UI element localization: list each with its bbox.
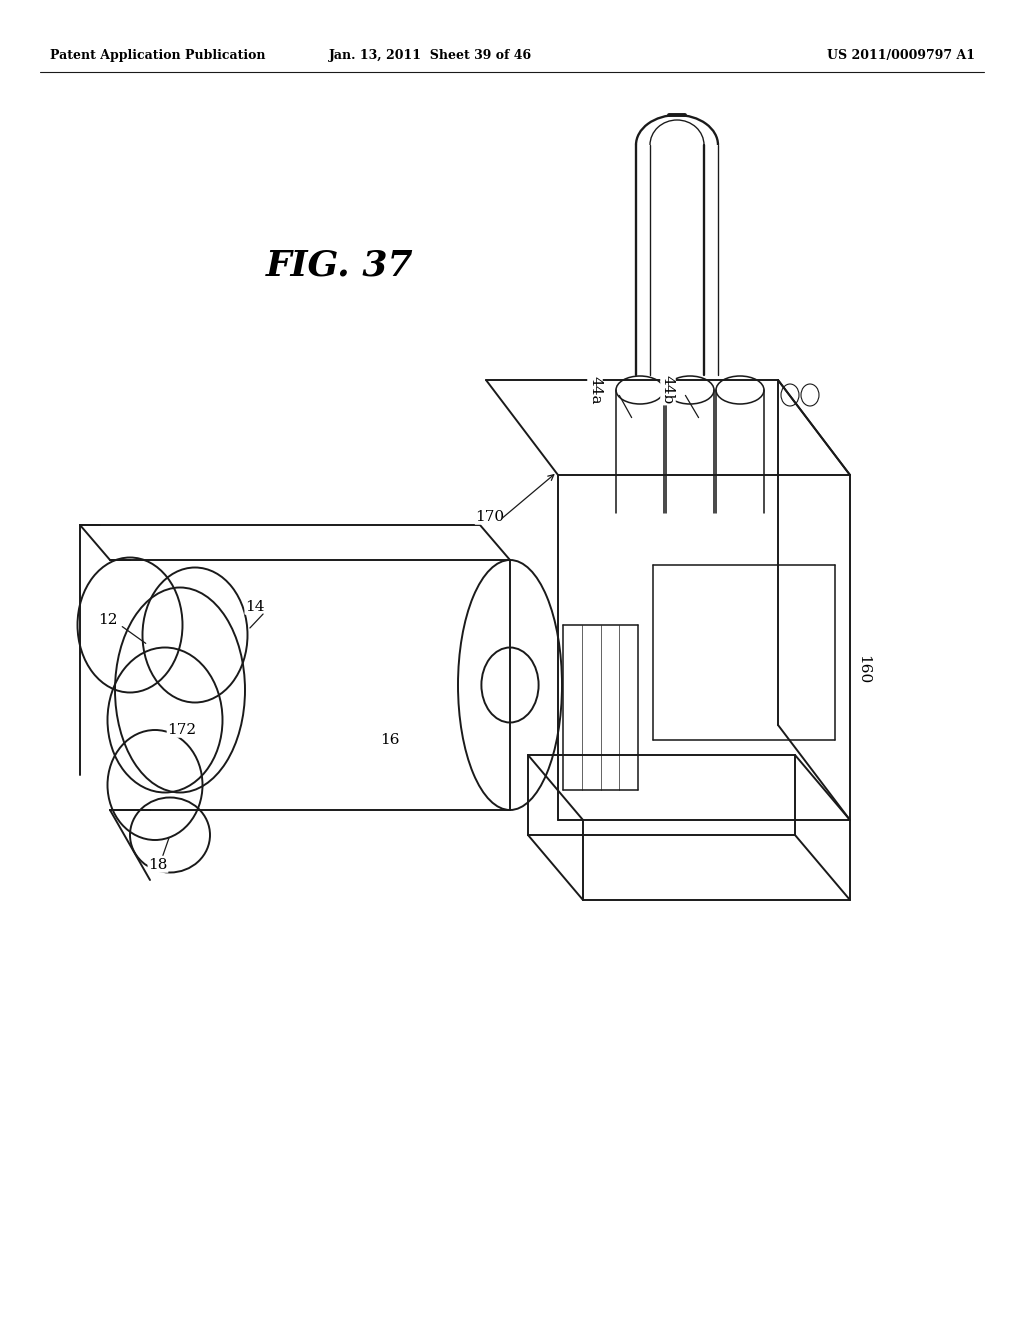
- Text: 12: 12: [98, 612, 118, 627]
- Text: 172: 172: [168, 723, 197, 737]
- Text: 18: 18: [148, 858, 168, 873]
- Text: 14: 14: [246, 601, 265, 614]
- Text: 160: 160: [856, 655, 870, 685]
- Text: 170: 170: [475, 510, 505, 524]
- Text: 44a: 44a: [588, 376, 602, 404]
- Text: 44b: 44b: [662, 375, 675, 405]
- Text: US 2011/0009797 A1: US 2011/0009797 A1: [827, 49, 975, 62]
- Text: Patent Application Publication: Patent Application Publication: [50, 49, 265, 62]
- Text: FIG. 37: FIG. 37: [266, 248, 414, 282]
- Text: Jan. 13, 2011  Sheet 39 of 46: Jan. 13, 2011 Sheet 39 of 46: [329, 49, 531, 62]
- Text: 16: 16: [380, 733, 399, 747]
